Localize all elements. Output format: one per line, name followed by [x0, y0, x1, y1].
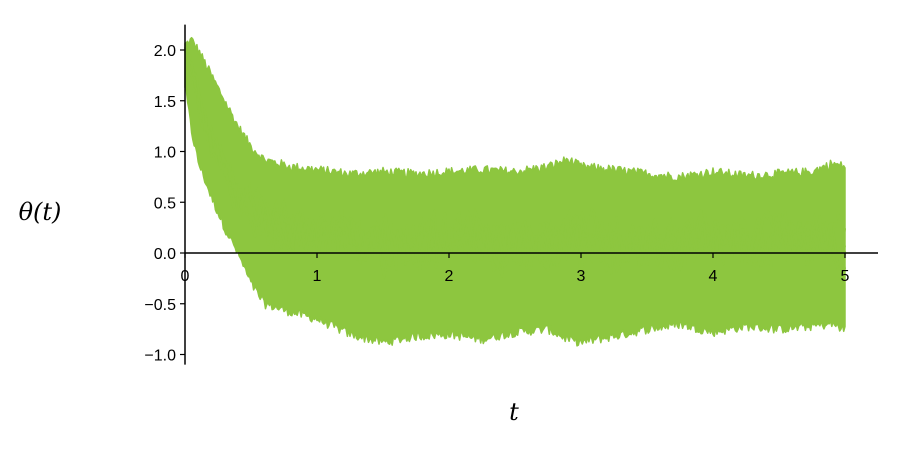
x-axis-title: t	[509, 398, 519, 426]
y-tick-label: 1.0	[154, 145, 176, 162]
y-tick-label: −0.5	[144, 297, 176, 314]
tick-labels-layer: −1.0 −0.5 0.0 0.5 1.0 1.5 2.0 0 1 2 3 4 5	[144, 43, 849, 365]
y-tick-label: 0.0	[154, 246, 176, 263]
sample-paths-layer	[184, 36, 846, 347]
sample-paths-envelope	[184, 36, 846, 347]
x-tick-label: 1	[313, 268, 322, 285]
x-tick-label: 0	[181, 268, 190, 285]
sample-path	[184, 50, 846, 275]
y-tick-label: 2.0	[154, 43, 176, 60]
y-tick-label: −1.0	[144, 348, 176, 365]
x-tick-label: 3	[577, 268, 586, 285]
axes-layer	[180, 24, 878, 365]
y-axis-title: θ(t)	[19, 198, 62, 226]
y-tick-label: 0.5	[154, 195, 176, 212]
x-tick-label: 2	[445, 268, 454, 285]
x-tick-label: 5	[841, 268, 850, 285]
y-tick-label: 1.5	[154, 94, 176, 111]
x-tick-label: 4	[709, 268, 718, 285]
